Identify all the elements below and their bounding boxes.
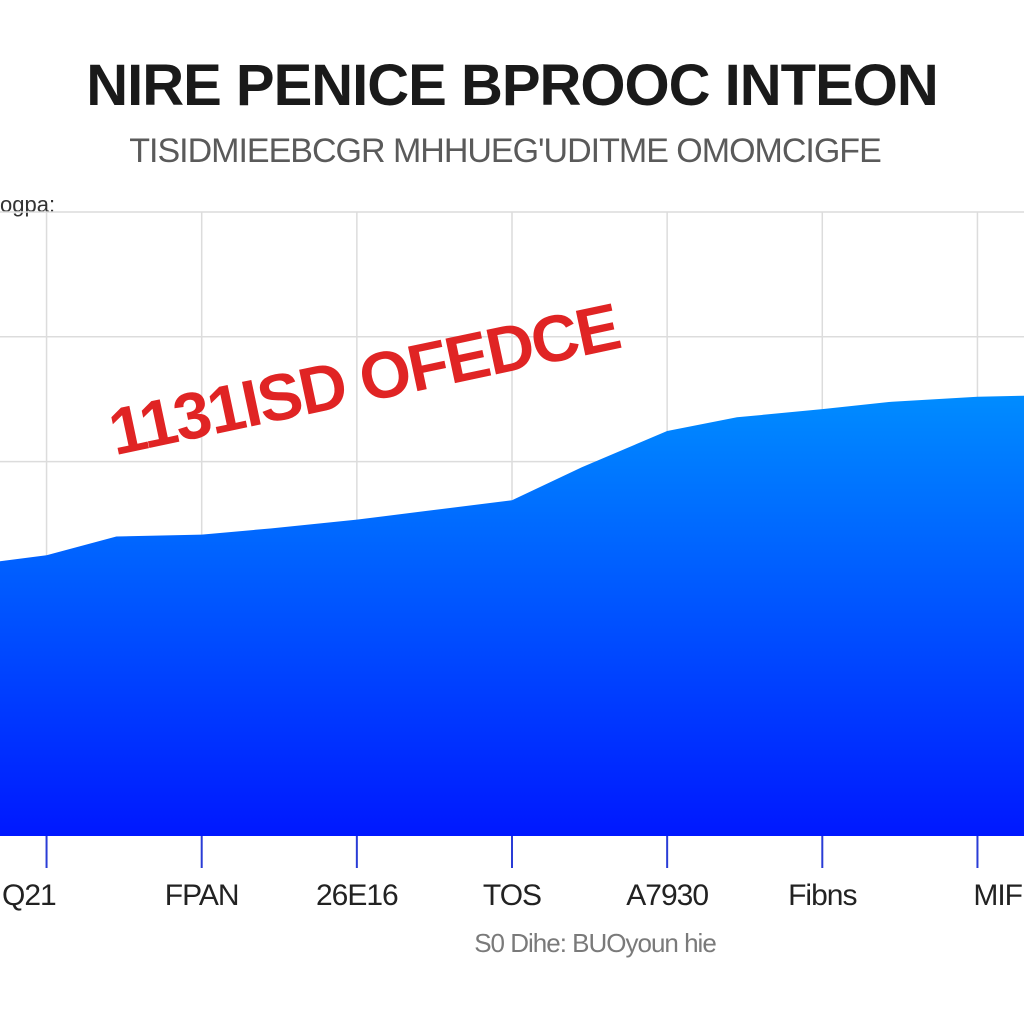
x-tick-label: Q21 <box>2 879 56 912</box>
x-tick-label: MIF <box>973 879 1022 912</box>
x-tick-label: 26E16 <box>316 879 398 912</box>
x-tick-label: A7930 <box>626 879 708 912</box>
x-axis-label: S0 Dihe: BUOyoun hie <box>474 928 717 958</box>
x-tick-label: TOS <box>483 879 541 912</box>
chart-title: NIRE PENICE BPROOC INTEON <box>86 53 939 118</box>
chart-subtitle: TISIDMIEEBCGR MHHUEG'UDITME OMOMCIGFE <box>129 132 882 170</box>
area-series <box>0 395 1024 836</box>
x-tick-label: Fibns <box>788 879 856 912</box>
x-tick-label: FPAN <box>165 879 239 912</box>
x-axis-ticks <box>45 836 979 868</box>
x-axis-tick-labels: Q21 FPAN 26E16 TOS A7930 Fibns MIF <box>2 879 1024 912</box>
